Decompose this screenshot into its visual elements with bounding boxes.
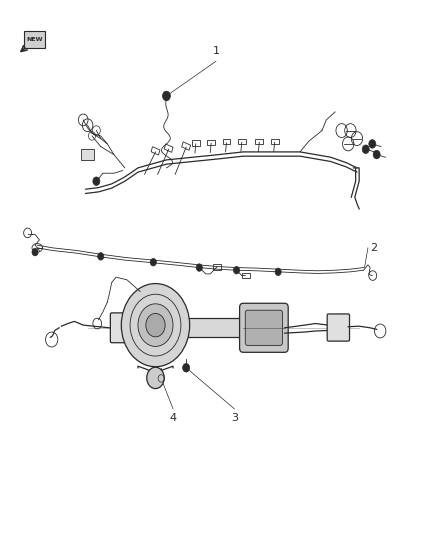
Text: 2: 2 — [370, 243, 377, 253]
Text: 1: 1 — [213, 46, 220, 56]
Circle shape — [369, 140, 376, 148]
Circle shape — [93, 177, 100, 185]
FancyBboxPatch shape — [327, 314, 350, 341]
Text: NEW: NEW — [26, 37, 43, 42]
Circle shape — [150, 259, 156, 266]
Circle shape — [138, 304, 173, 346]
Text: 3: 3 — [231, 413, 238, 423]
Bar — [136, 318, 250, 337]
Bar — [81, 149, 94, 160]
Circle shape — [162, 91, 170, 101]
Circle shape — [98, 253, 104, 260]
Circle shape — [183, 364, 190, 372]
Circle shape — [147, 367, 164, 389]
Bar — [24, 31, 45, 48]
FancyBboxPatch shape — [110, 313, 137, 343]
Circle shape — [196, 264, 202, 271]
Circle shape — [233, 266, 240, 274]
Circle shape — [146, 313, 165, 337]
FancyBboxPatch shape — [245, 310, 283, 345]
Circle shape — [121, 284, 190, 367]
Circle shape — [362, 145, 369, 154]
Circle shape — [275, 268, 281, 276]
FancyBboxPatch shape — [240, 303, 288, 352]
Circle shape — [373, 150, 380, 159]
Circle shape — [32, 248, 38, 256]
Text: 4: 4 — [170, 413, 177, 423]
